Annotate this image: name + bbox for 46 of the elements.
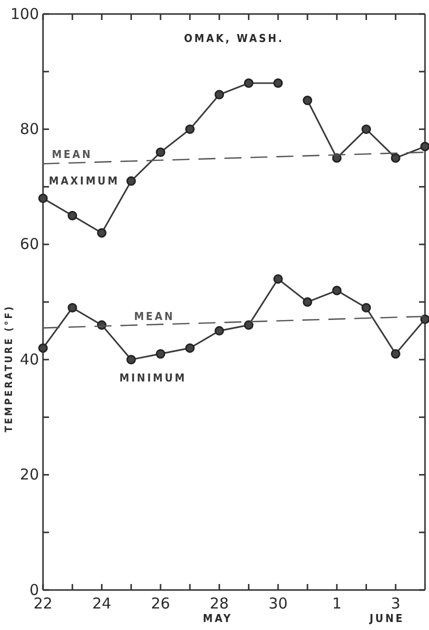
x-axis-title: MAY — [202, 612, 232, 625]
point — [214, 326, 224, 336]
x-tick-label: 24 — [92, 594, 112, 613]
point — [185, 124, 195, 134]
point — [332, 286, 342, 296]
point — [420, 142, 429, 152]
point — [390, 349, 400, 359]
y-tick-label: 20 — [20, 466, 39, 484]
point — [68, 303, 78, 312]
series-label: MINIMUM — [119, 372, 187, 385]
point — [156, 349, 166, 359]
point — [68, 210, 78, 220]
y-axis-title: TEMPERATURE (°F) — [4, 304, 15, 432]
point — [244, 78, 254, 88]
point — [390, 153, 400, 163]
y-tick-label: 40 — [20, 350, 39, 368]
point — [361, 303, 371, 312]
series-label: MEAN — [134, 310, 175, 323]
point — [273, 78, 283, 88]
point — [244, 320, 254, 330]
point — [126, 176, 136, 186]
point — [273, 274, 283, 284]
point — [185, 343, 195, 353]
y-tick-label: 100 — [10, 4, 39, 23]
point — [361, 124, 371, 134]
point — [97, 228, 107, 238]
point — [302, 96, 312, 106]
point — [214, 90, 224, 100]
point — [302, 297, 312, 307]
x-tick-label: 28 — [210, 594, 229, 613]
series-label: MAXIMUM — [48, 174, 120, 188]
point — [420, 314, 429, 324]
x-tick-label: 3 — [390, 594, 400, 613]
point — [38, 343, 48, 353]
series-label: MEAN — [52, 148, 92, 161]
point — [126, 354, 136, 364]
y-tick-label: 60 — [20, 235, 39, 254]
point — [156, 148, 166, 157]
point — [38, 194, 48, 204]
text: OMAK, WASH. — [184, 32, 284, 45]
y-tick-label: 80 — [20, 120, 39, 138]
x-tick-label: 26 — [150, 594, 170, 613]
x-tick-label: 22 — [33, 594, 53, 613]
x-tick-label: 30 — [268, 594, 288, 613]
x-tick-label: 1 — [332, 594, 342, 613]
text: JUNE — [368, 612, 404, 625]
